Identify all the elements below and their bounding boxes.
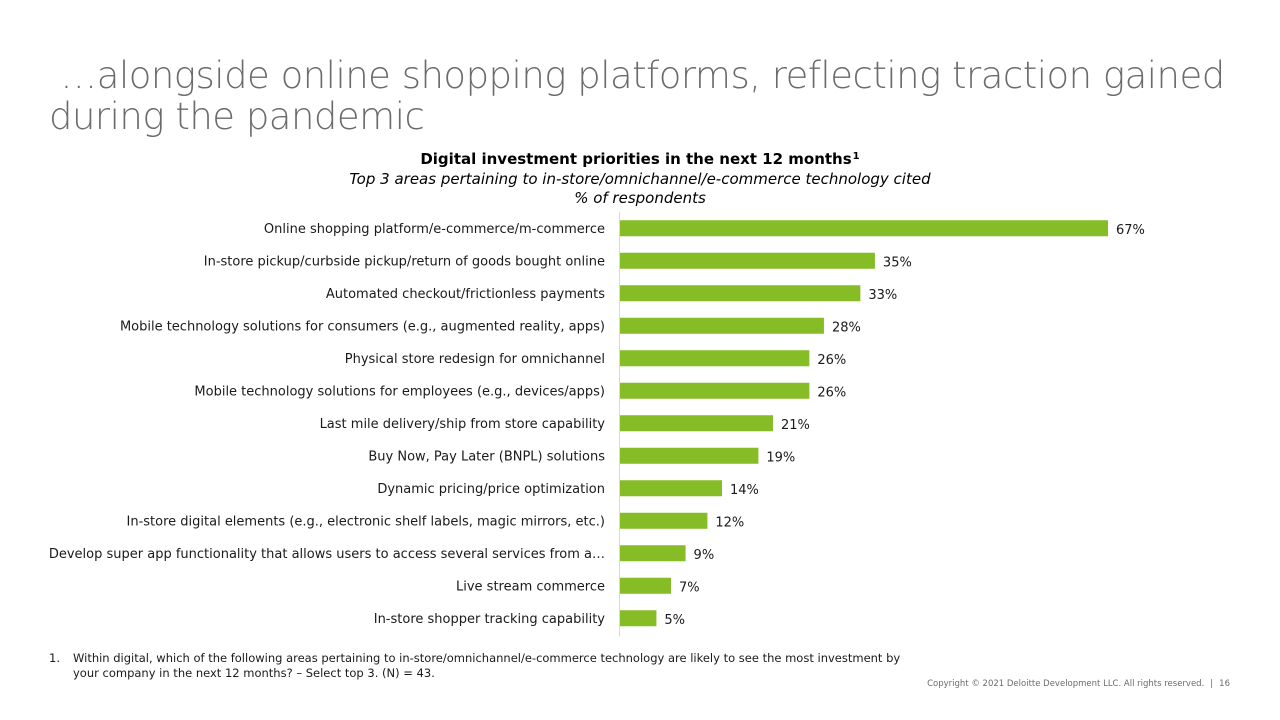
category-label: Buy Now, Pay Later (BNPL) solutions [368, 449, 605, 464]
data-label: 26% [817, 385, 846, 400]
data-label: 28% [832, 320, 861, 335]
data-label: 33% [868, 288, 897, 303]
footnote-number: 1. [49, 651, 60, 665]
bar [620, 577, 671, 594]
footnote-text: Within digital, which of the following a… [73, 651, 901, 680]
chart-unit-label: % of respondents [574, 189, 706, 207]
footnote: 1. Within digital, which of the followin… [49, 651, 929, 681]
footer-separator: | [1210, 679, 1214, 689]
bar [620, 545, 686, 562]
copyright-text: Copyright © 2021 Deloitte Development LL… [927, 679, 1205, 689]
bar [620, 220, 1108, 237]
data-label: 67% [1116, 223, 1145, 238]
chart-title-text: Digital investment priorities in the nex… [420, 150, 852, 168]
category-label: Physical store redesign for omnichannel [345, 352, 605, 367]
chart-subtitle: Top 3 areas pertaining to in-store/omnic… [349, 170, 931, 188]
category-label: Mobile technology solutions for consumer… [120, 319, 605, 334]
chart-title-footnote-ref: 1 [852, 151, 860, 162]
bar [620, 350, 810, 367]
bar [620, 317, 824, 334]
slide-title: …alongside online shopping platforms, re… [49, 54, 1237, 138]
category-label: Automated checkout/frictionless payments [326, 287, 605, 302]
copyright-footer: Copyright © 2021 Deloitte Development LL… [927, 679, 1230, 689]
data-label: 5% [664, 613, 685, 628]
bar [620, 382, 810, 399]
data-label: 7% [679, 580, 700, 595]
category-label: In-store shopper tracking capability [374, 612, 606, 627]
category-label: In-store digital elements (e.g., electro… [127, 514, 606, 529]
category-label: Last mile delivery/ship from store capab… [320, 417, 606, 432]
chart-title: Digital investment priorities in the nex… [340, 150, 940, 168]
page-number: 16 [1219, 679, 1230, 689]
data-label: 21% [781, 418, 810, 433]
category-label: Online shopping platform/e-commerce/m-co… [264, 222, 605, 237]
category-label: Develop super app functionality that all… [49, 547, 605, 562]
data-label: 14% [730, 483, 759, 498]
bar [620, 512, 708, 529]
bar [620, 285, 861, 302]
data-label: 35% [883, 255, 912, 270]
data-label: 26% [817, 353, 846, 368]
category-label: In-store pickup/curbside pickup/return o… [204, 254, 605, 269]
data-label: 12% [715, 515, 744, 530]
data-label: 19% [766, 450, 795, 465]
data-label: 9% [694, 548, 715, 563]
bar [620, 610, 657, 627]
category-label: Mobile technology solutions for employee… [194, 384, 605, 399]
category-label: Dynamic pricing/price optimization [377, 482, 605, 497]
bar [620, 415, 773, 432]
bar [620, 480, 722, 497]
category-label: Live stream commerce [456, 579, 605, 594]
bar [620, 252, 875, 269]
bar [620, 447, 759, 464]
